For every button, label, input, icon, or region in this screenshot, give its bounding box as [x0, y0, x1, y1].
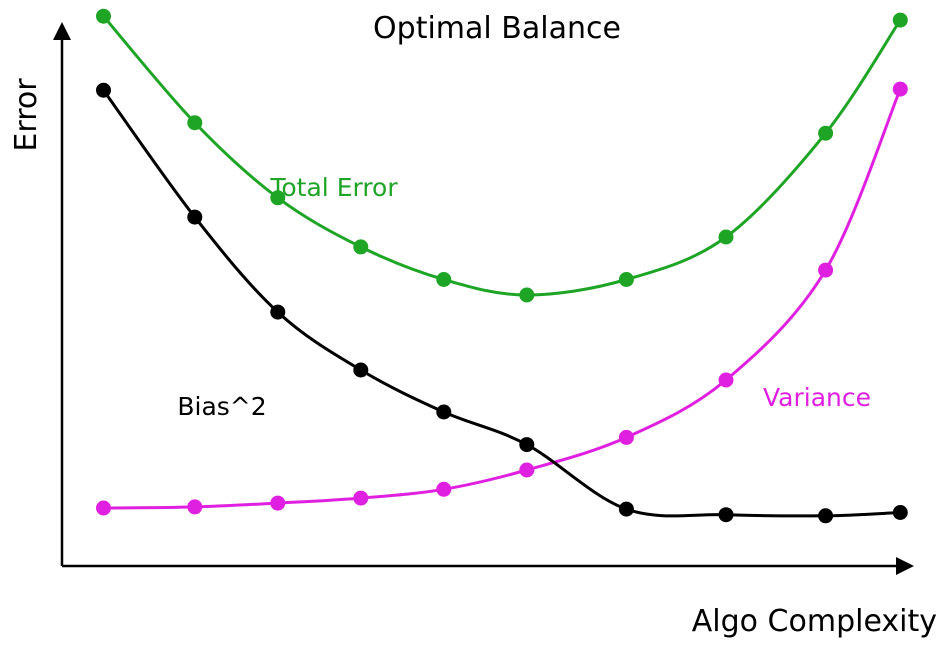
y-axis-arrow-icon: [53, 22, 71, 40]
series-label-variance: Variance: [763, 383, 871, 412]
chart-title: Optimal Balance: [373, 11, 621, 46]
data-point-variance-7: [618, 429, 634, 445]
series-total-error: [96, 8, 908, 303]
series-label-total-error: Total Error: [269, 173, 398, 202]
data-point-total-error-3: [270, 190, 286, 206]
data-point-variance-9: [818, 262, 834, 278]
data-point-bias-2-9: [818, 508, 834, 524]
data-point-total-error-1: [96, 8, 111, 24]
data-point-variance-4: [353, 490, 369, 506]
series-line-total-error: [102, 15, 902, 297]
x-axis-label: Algo Complexity: [692, 604, 937, 639]
data-point-bias-2-4: [353, 362, 369, 378]
series-variance: [96, 81, 908, 516]
data-point-variance-8: [718, 372, 734, 388]
data-point-bias-2-3: [270, 304, 286, 320]
y-axis-label: Error: [9, 78, 44, 152]
data-point-total-error-9: [818, 125, 834, 141]
data-point-variance-2: [187, 499, 203, 515]
data-point-variance-3: [270, 495, 286, 511]
data-point-total-error-8: [718, 229, 734, 245]
data-point-bias-2-5: [436, 404, 452, 420]
data-point-bias-2-6: [519, 437, 535, 453]
data-point-total-error-7: [618, 272, 634, 287]
data-point-variance-6: [519, 462, 535, 478]
series-label-bias: Bias^2: [177, 392, 266, 421]
data-point-bias-2-10: [892, 505, 908, 520]
data-point-total-error-6: [519, 287, 535, 303]
data-point-total-error-10: [892, 12, 908, 28]
series-line-bias-2: [102, 89, 901, 518]
data-point-variance-10: [892, 81, 908, 97]
series-bias-2: [96, 82, 908, 524]
data-point-bias-2-1: [96, 82, 111, 98]
data-point-total-error-2: [187, 115, 203, 131]
data-point-variance-1: [96, 500, 111, 516]
data-point-total-error-5: [436, 272, 452, 287]
data-point-total-error-4: [353, 239, 369, 255]
data-point-bias-2-8: [718, 507, 734, 523]
data-point-bias-2-7: [618, 501, 634, 517]
x-axis-arrow-icon: [896, 557, 914, 575]
data-point-bias-2-2: [187, 209, 203, 225]
data-point-variance-5: [436, 481, 452, 497]
series-layer: [96, 8, 908, 524]
axes: [53, 22, 914, 575]
series-labels: Total Error Variance Bias^2: [177, 173, 871, 421]
